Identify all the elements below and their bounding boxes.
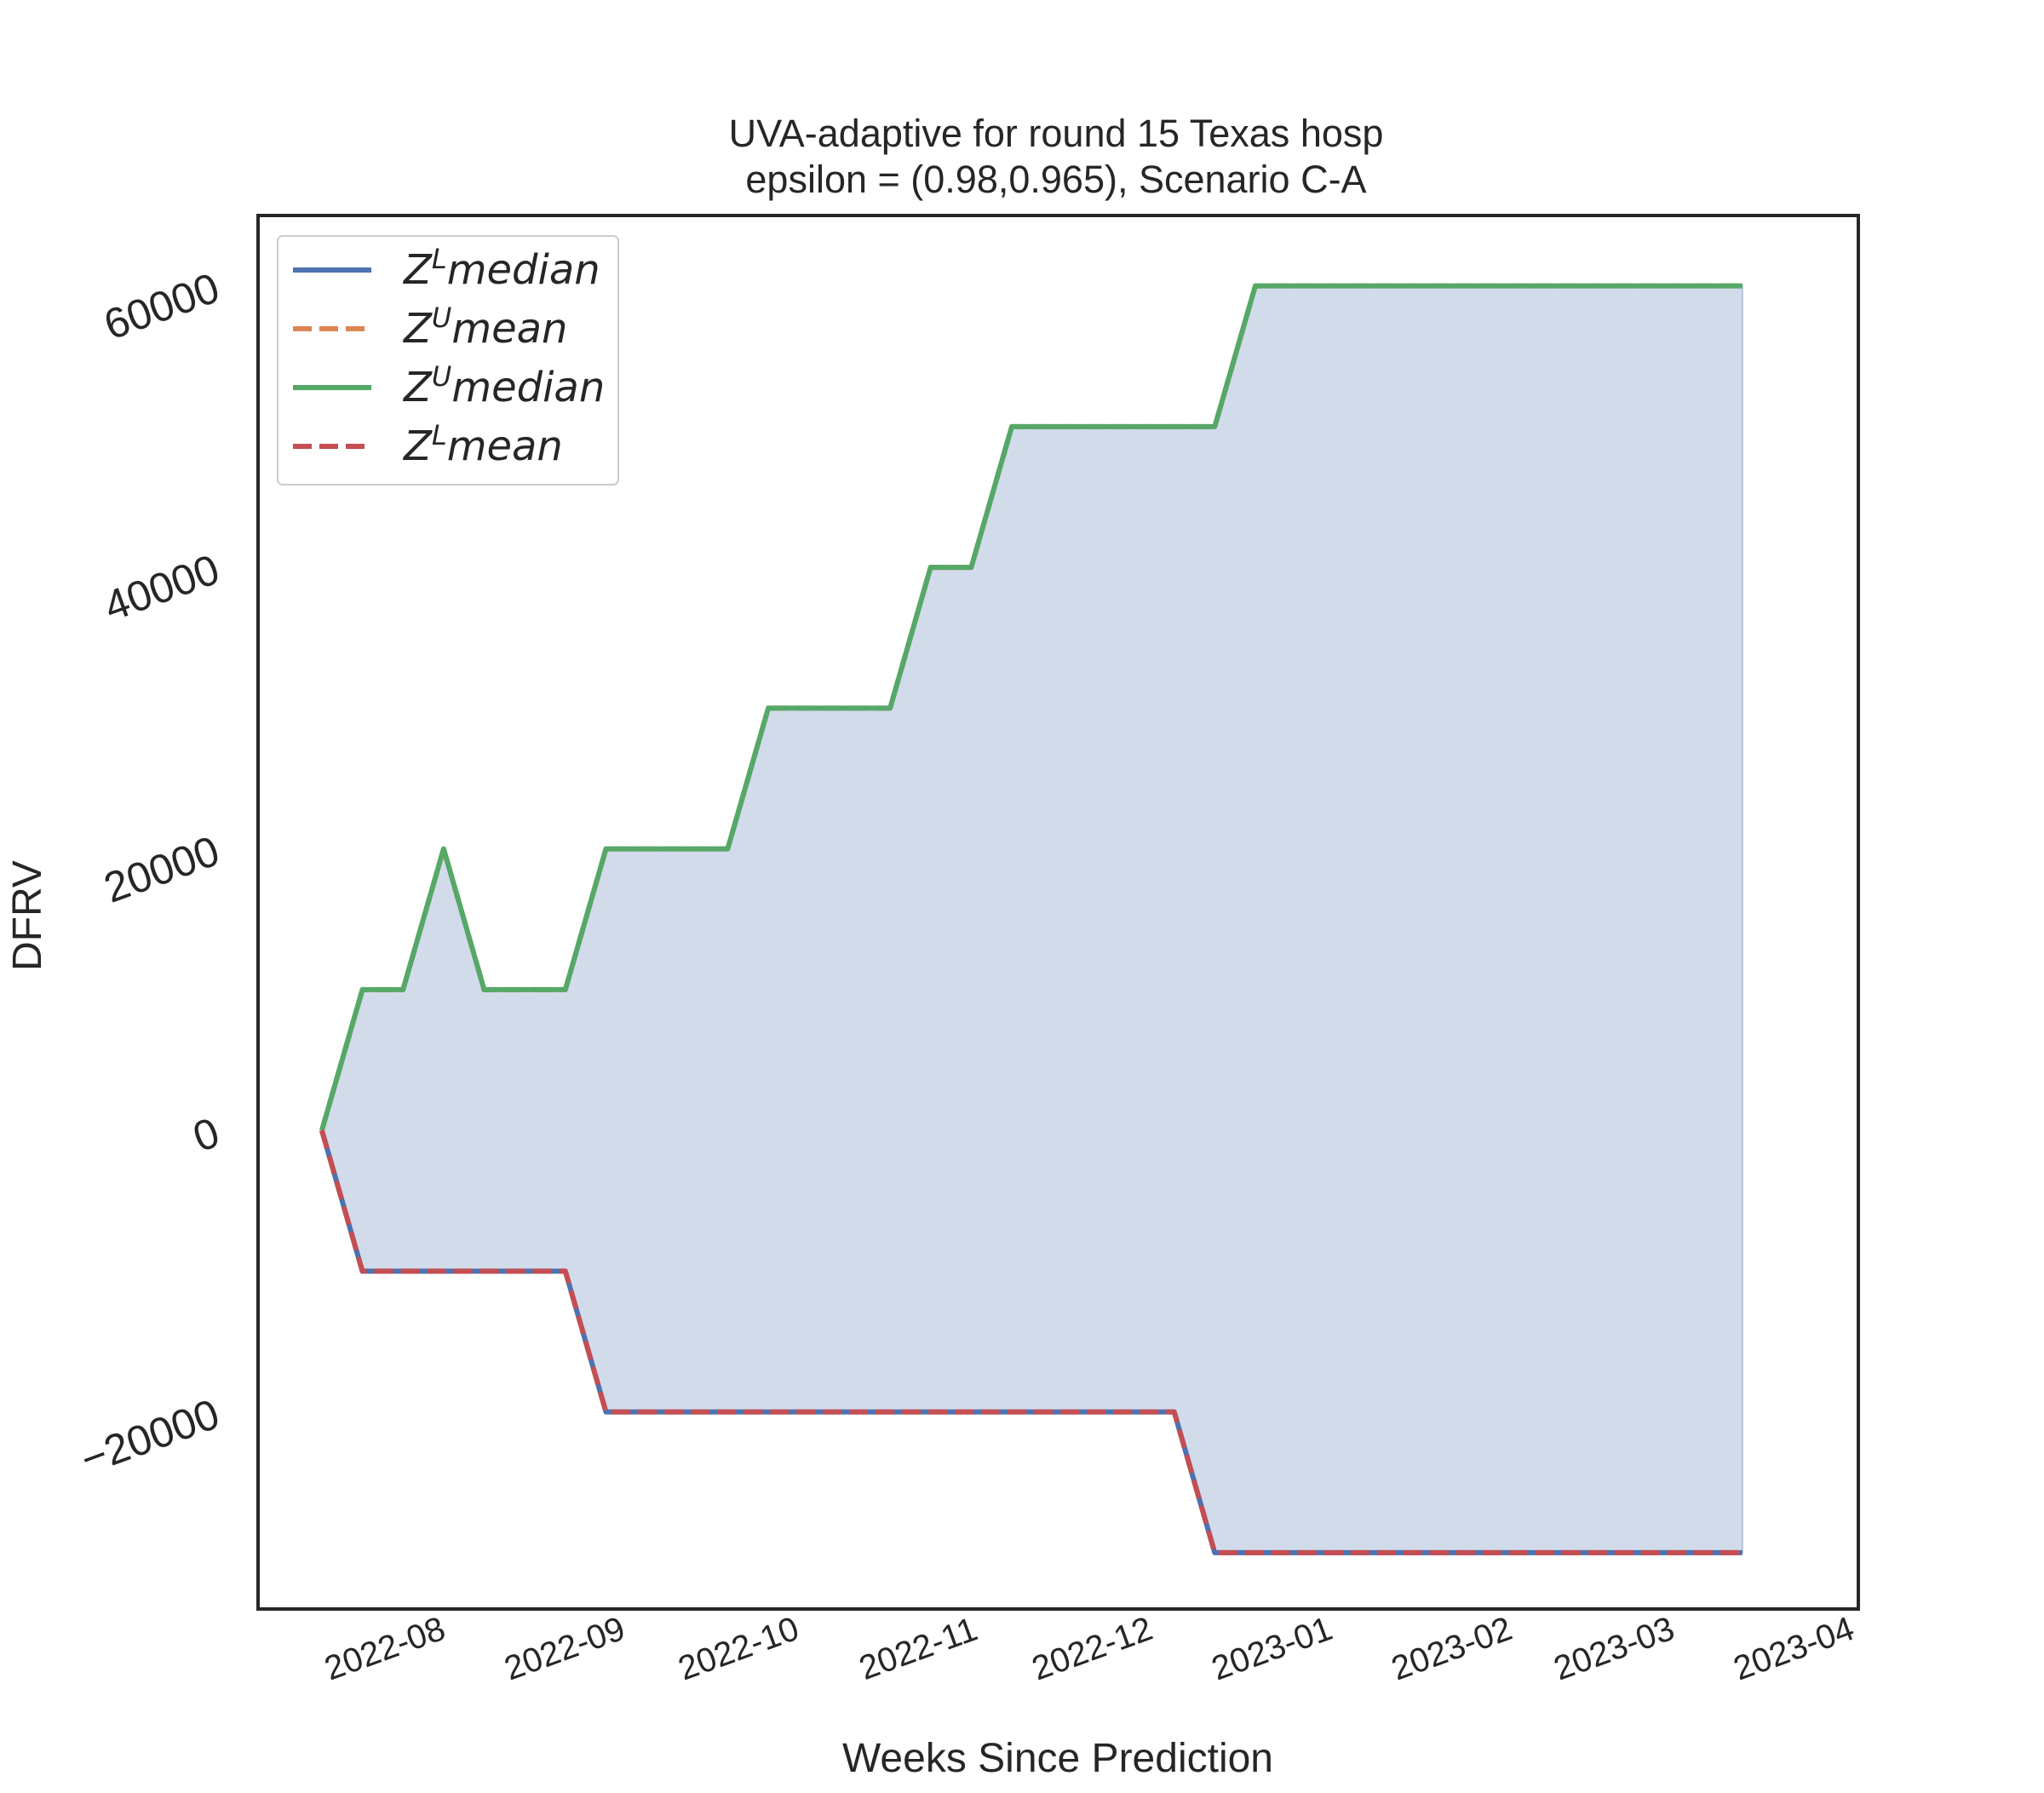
legend-box xyxy=(277,235,619,486)
y-axis-label: DFRV xyxy=(5,860,50,971)
series-line-z-l-median xyxy=(319,1129,1743,1555)
plot-frame xyxy=(256,214,1860,1611)
series-line-z-u-median xyxy=(319,283,1743,1131)
plot-area xyxy=(319,283,1743,1555)
legend-label: ZUmedian xyxy=(402,360,605,411)
chart-subtitle: epsilon = (0.98,0.965), Scenario C-A xyxy=(745,158,1366,201)
legend-label: ZUmean xyxy=(402,302,567,353)
chart-title: UVA-adaptive for round 15 Texas hosp xyxy=(729,112,1384,155)
chart-legend: ZLmedian ZUmean ZUmedian ZLmean xyxy=(277,235,619,486)
x-axis-label: Weeks Since Prediction xyxy=(842,1736,1273,1781)
legend-label: ZLmedian xyxy=(402,243,600,294)
legend-label: ZLmean xyxy=(402,419,563,470)
